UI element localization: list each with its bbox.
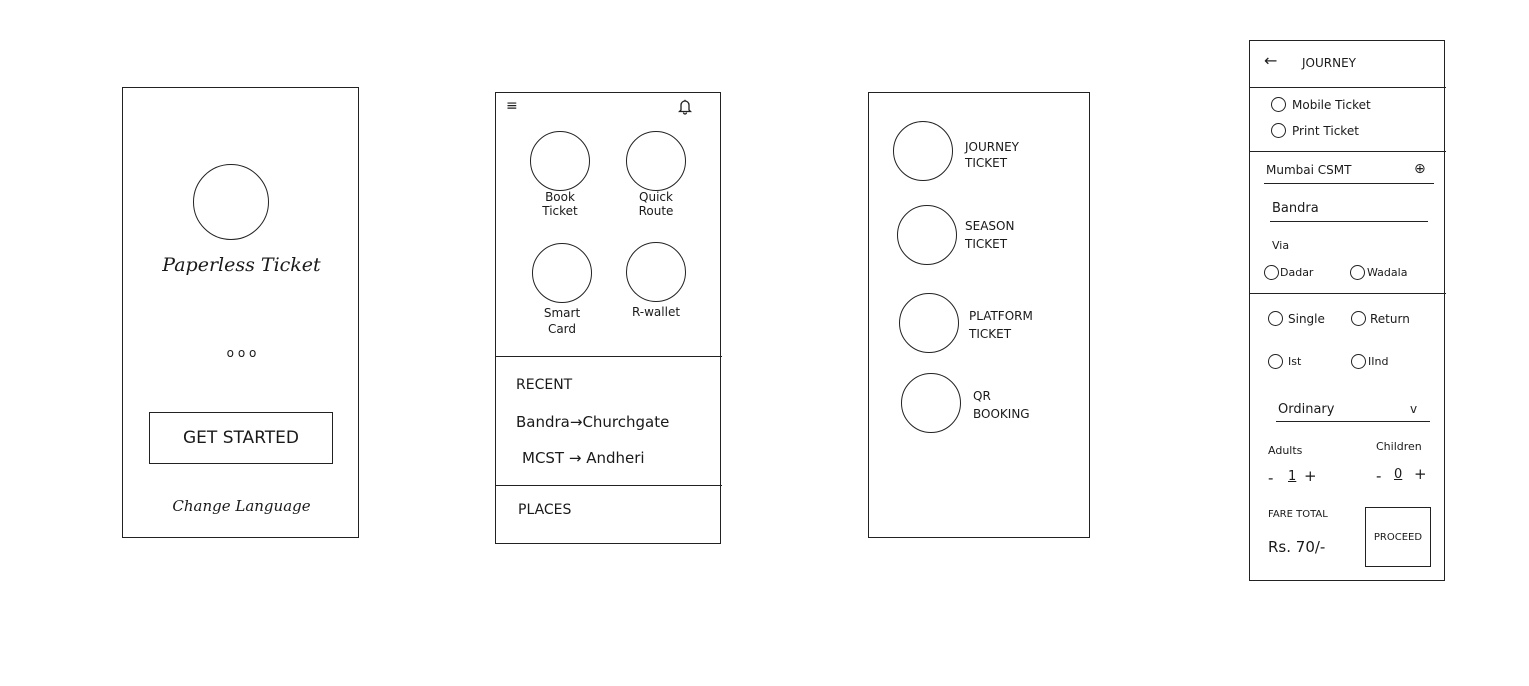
platform-ticket-label: PLATFORM TICKET — [969, 309, 1033, 341]
divider-places — [496, 485, 722, 486]
divider-recent — [496, 356, 722, 357]
header-title: JOURNEY — [1302, 56, 1356, 70]
tile-smart-card-circle[interactable] — [532, 243, 592, 303]
fare-total-label: FARE TOTAL — [1268, 509, 1328, 520]
print-ticket-radio[interactable] — [1271, 123, 1286, 138]
proceed-label: PROCEED — [1373, 531, 1423, 543]
tile-quick-route-label: Quick Route — [638, 190, 674, 218]
via-wadala-radio[interactable] — [1350, 265, 1365, 280]
qr-booking-label: QR BOOKING — [973, 389, 1030, 421]
screen-journey-form: ← JOURNEY Mobile Ticket Print Ticket Mum… — [1249, 40, 1446, 581]
children-decrement-button[interactable]: - — [1376, 467, 1382, 485]
section-divider — [1250, 293, 1446, 294]
places-heading[interactable]: PLACES — [518, 502, 572, 518]
recent-heading: RECENT — [516, 377, 573, 393]
tile-r-wallet-circle[interactable] — [626, 242, 686, 302]
ticket-type-value: Ordinary — [1278, 402, 1335, 417]
dropdown-underline — [1276, 421, 1430, 422]
journey-ticket-label: JOURNEY TICKET — [965, 140, 1019, 170]
proceed-button[interactable]: PROCEED — [1365, 507, 1431, 567]
change-language-link[interactable]: Change Language — [172, 497, 311, 515]
mobile-ticket-label: Mobile Ticket — [1292, 98, 1371, 112]
app-title: Paperless Ticket — [162, 254, 321, 276]
via-dadar-radio[interactable] — [1264, 265, 1279, 280]
hamburger-menu-icon[interactable]: ≡ — [506, 98, 518, 114]
second-class-label: IInd — [1368, 355, 1389, 368]
single-trip-radio[interactable] — [1268, 311, 1283, 326]
tile-book-ticket-label: Book Ticket — [542, 190, 578, 218]
second-class-radio[interactable] — [1351, 354, 1366, 369]
print-ticket-label: Print Ticket — [1292, 124, 1359, 138]
source-underline — [1264, 183, 1434, 184]
logo-circle — [193, 164, 269, 240]
journey-ticket-circle[interactable] — [893, 121, 953, 181]
back-arrow-icon[interactable]: ← — [1264, 51, 1278, 70]
via-wadala-label: Wadala — [1367, 266, 1408, 279]
pager-dots: o o o — [226, 346, 257, 360]
via-label: Via — [1272, 239, 1290, 252]
season-ticket-circle[interactable] — [897, 205, 957, 265]
tile-smart-card-label: Smart Card — [543, 306, 581, 336]
children-label: Children — [1376, 440, 1422, 453]
tile-quick-route-circle[interactable] — [626, 131, 686, 191]
children-count: 0 — [1394, 467, 1403, 482]
chevron-down-icon[interactable]: v — [1410, 402, 1418, 416]
tile-book-ticket-circle[interactable] — [530, 131, 590, 191]
screen-splash: Paperless Ticket o o o GET STARTED Chang… — [122, 87, 359, 538]
fare-amount: Rs. 70/- — [1268, 538, 1326, 556]
qr-booking-circle[interactable] — [901, 373, 961, 433]
mobile-ticket-radio[interactable] — [1271, 97, 1286, 112]
return-trip-label: Return — [1370, 312, 1410, 326]
get-started-button[interactable]: GET STARTED — [149, 412, 333, 464]
screen-ticket-types: JOURNEY TICKET SEASON TICKET PLATFORM TI… — [868, 92, 1090, 538]
adults-count: 1 — [1288, 469, 1297, 484]
recent-item[interactable]: MCST → Andheri — [522, 449, 645, 467]
destination-station-field[interactable]: Bandra — [1272, 201, 1319, 216]
first-class-label: Ist — [1288, 355, 1302, 368]
season-ticket-label: SEASON TICKET — [965, 219, 1015, 251]
return-trip-radio[interactable] — [1351, 311, 1366, 326]
destination-underline — [1270, 221, 1428, 222]
platform-ticket-circle[interactable] — [899, 293, 959, 353]
recent-item[interactable]: Bandra→Churchgate — [516, 413, 670, 431]
adults-decrement-button[interactable]: - — [1268, 469, 1274, 487]
screen-home: ≡ Book Ticket Quick Route Smart Card R-w… — [495, 92, 722, 544]
tile-r-wallet-label: R-wallet — [631, 305, 681, 319]
bell-icon[interactable] — [677, 99, 693, 115]
get-started-label: GET STARTED — [183, 428, 299, 448]
children-increment-button[interactable]: + — [1414, 465, 1427, 483]
via-dadar-label: Dadar — [1280, 266, 1314, 279]
locate-icon[interactable]: ⊕ — [1414, 161, 1426, 177]
section-divider — [1250, 151, 1446, 152]
adults-label: Adults — [1268, 444, 1303, 457]
single-trip-label: Single — [1288, 312, 1325, 326]
header-divider — [1250, 87, 1446, 88]
adults-increment-button[interactable]: + — [1304, 467, 1317, 485]
source-station-field[interactable]: Mumbai CSMT — [1266, 163, 1352, 177]
first-class-radio[interactable] — [1268, 354, 1283, 369]
